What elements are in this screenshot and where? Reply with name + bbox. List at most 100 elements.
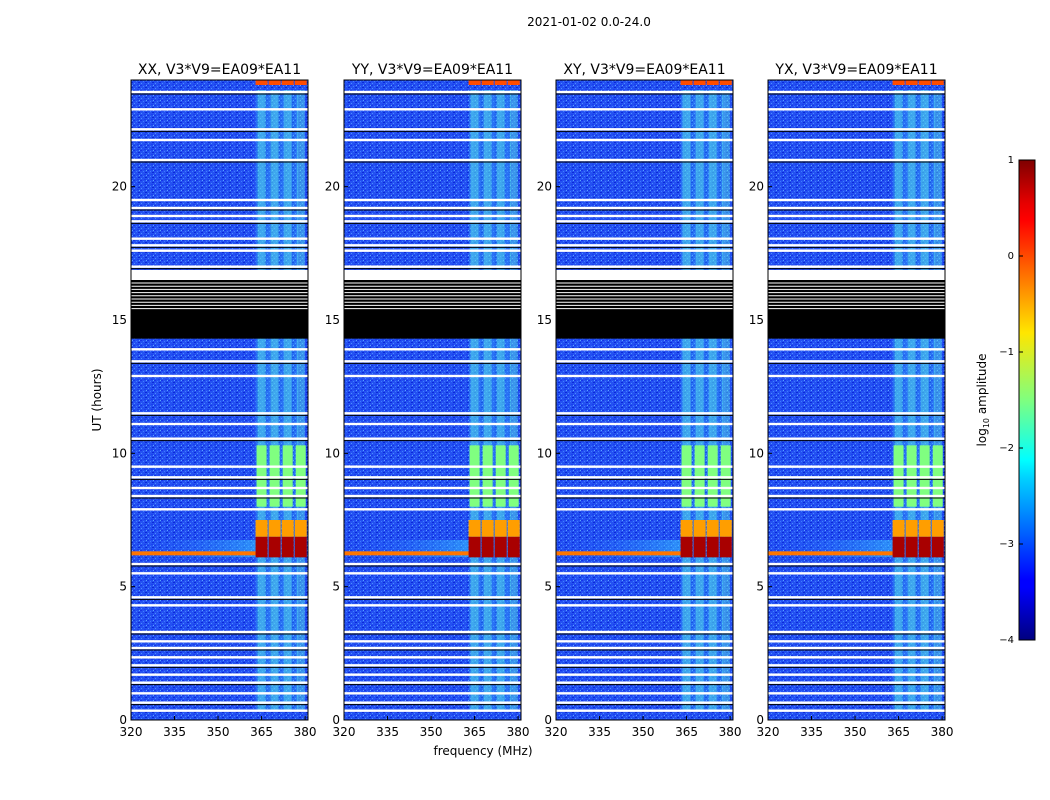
flagged-row [344, 138, 521, 142]
x-tick-label: 365 [463, 725, 486, 739]
moderate-rfi-block [694, 445, 705, 507]
x-tick-label: 380 [507, 725, 530, 739]
flagged-row [556, 508, 733, 511]
panel-title: XY, V3*V9=EA09*EA11 [563, 62, 725, 78]
strong-rfi-upper [693, 520, 706, 537]
flagged-row [768, 249, 945, 252]
flagged-row [344, 604, 521, 607]
flagged-row [768, 494, 945, 498]
flagged-row [768, 206, 945, 210]
flagged-row [768, 108, 945, 111]
strong-rfi-lower [892, 536, 905, 558]
flagged-row [768, 508, 945, 511]
panel-frame [130, 79, 309, 721]
flagged-row [131, 108, 308, 111]
flagged-row [556, 412, 733, 415]
strong-rfi-upper [481, 520, 494, 537]
flagged-row [768, 412, 945, 415]
flagged-row [344, 244, 521, 247]
rfi-band [468, 90, 511, 710]
top-rfi-strip [468, 80, 481, 85]
flagged-row [556, 701, 733, 704]
flagged-row [556, 562, 733, 566]
flagged-row [131, 348, 308, 351]
flagged-row [344, 709, 521, 712]
moderate-rfi-block [282, 445, 293, 507]
flagged-row [556, 108, 733, 111]
x-tick-label: 365 [887, 725, 910, 739]
flagged-row [556, 476, 733, 479]
flagged-row [768, 692, 945, 695]
flagged-row [344, 494, 521, 498]
flagged-row [556, 572, 733, 575]
figure-title: 2021-01-02 0.0-24.0 [527, 15, 651, 29]
flagged-row [131, 244, 308, 247]
rfi-band [255, 90, 298, 710]
y-tick-label: 20 [749, 180, 764, 194]
x-tick-label: 350 [632, 725, 655, 739]
flagged-row [556, 198, 733, 202]
top-rfi-strip [507, 80, 520, 85]
flagged-row [768, 128, 945, 131]
flagged-row [131, 138, 308, 142]
spectrogram-background [131, 80, 308, 720]
flagged-row [556, 237, 733, 240]
flagged-row [344, 158, 521, 162]
flagged-row [556, 646, 733, 650]
flagged-gap [344, 270, 521, 280]
x-tick-label: 380 [719, 725, 742, 739]
flagged-row [131, 237, 308, 240]
flagged-row [344, 664, 521, 667]
top-rfi-strip [706, 80, 719, 85]
colorbar-label-sub: 10 [982, 418, 991, 428]
flagged-row [768, 664, 945, 667]
rfi-channel [296, 90, 305, 710]
flagged-row [344, 681, 521, 684]
flagged-row [556, 360, 733, 363]
flagged-row [344, 422, 521, 426]
rfi-channel [257, 90, 266, 710]
strong-rfi-upper [706, 520, 719, 537]
flagged-gap [768, 270, 945, 280]
moderate-rfi-block [906, 445, 917, 507]
x-tick-label: 335 [163, 725, 186, 739]
y-tick-label: 20 [537, 180, 552, 194]
flagged-row [556, 664, 733, 667]
flagged-row [344, 465, 521, 468]
flagged-row [768, 237, 945, 240]
flagged-row [344, 249, 521, 252]
rfi-channel [920, 90, 929, 710]
flagged-row [344, 206, 521, 210]
flagged-row [131, 90, 308, 94]
colorbar-tick-label: 1 [1008, 155, 1014, 166]
strong-rfi-lower [481, 536, 494, 558]
y-tick-label: 5 [544, 580, 552, 594]
moderate-rfi-block [269, 445, 280, 507]
moderate-rfi-block [893, 445, 904, 507]
colorbar-ticks: 1 0 −1 −2 −3 −4 [999, 155, 1023, 646]
moderate-rfi-block [482, 445, 493, 507]
x-tick-label: 320 [757, 725, 780, 739]
strong-rfi-upper [680, 520, 693, 537]
x-tick-label: 335 [376, 725, 399, 739]
flagged-gap [131, 270, 308, 280]
flagged-block [131, 280, 308, 339]
flagged-row [768, 604, 945, 607]
top-rfi-strip [281, 80, 294, 85]
broadband-line [768, 551, 893, 556]
flagged-row [344, 437, 521, 440]
x-tick-label: 320 [120, 725, 143, 739]
flagged-block [556, 280, 733, 339]
rfi-channel [708, 90, 717, 710]
rfi-channel [907, 90, 916, 710]
flagged-row [131, 673, 308, 676]
colorbar: 10−1−2−3−4 log10 amplitude [975, 155, 1036, 646]
top-rfi-strip [719, 80, 732, 85]
flagged-row [344, 237, 521, 240]
y-tick-label: 0 [756, 713, 764, 727]
panel-title: YX, V3*V9=EA09*EA11 [774, 62, 937, 78]
flagged-row [344, 220, 521, 223]
flagged-row [556, 348, 733, 351]
panel-title: XX, V3*V9=EA09*EA11 [138, 62, 301, 78]
